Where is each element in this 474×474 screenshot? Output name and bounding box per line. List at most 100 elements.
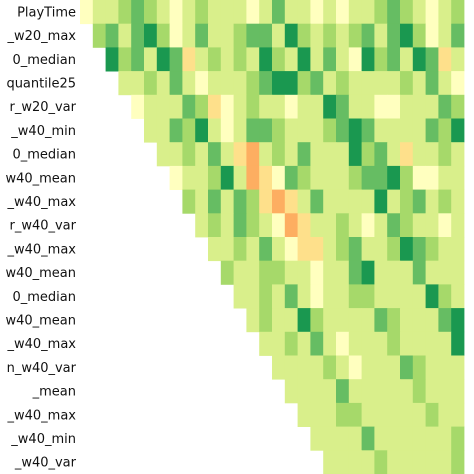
heatmap-cell <box>272 260 286 285</box>
heatmap-cell <box>412 118 426 143</box>
heatmap-cell <box>412 142 426 167</box>
heatmap-cell <box>400 284 414 309</box>
heatmap-cell <box>284 118 298 143</box>
heatmap-cell <box>348 0 362 25</box>
heatmap-cell <box>208 189 222 214</box>
heatmap-cell <box>182 0 196 25</box>
heatmap-cell <box>92 0 106 25</box>
heatmap-cell <box>259 331 273 356</box>
heatmap-cell <box>272 0 286 25</box>
heatmap-cell <box>323 165 337 190</box>
heatmap-cell <box>425 260 439 285</box>
heatmap-cell <box>400 142 414 167</box>
heatmap-cell <box>310 379 324 404</box>
heatmap-cell <box>310 331 324 356</box>
row-label: _w40_max <box>7 195 77 210</box>
heatmap-cell <box>425 402 439 427</box>
heatmap-cell <box>169 47 183 72</box>
row-label: 0_median <box>12 290 76 305</box>
heatmap-cell <box>451 142 465 167</box>
heatmap-cell <box>374 165 388 190</box>
heatmap-cell <box>323 331 337 356</box>
heatmap-cell <box>169 165 183 190</box>
heatmap-cell <box>374 402 388 427</box>
heatmap-cell <box>336 331 350 356</box>
heatmap-cell <box>425 47 439 72</box>
heatmap-cell <box>182 142 196 167</box>
heatmap-cell <box>259 260 273 285</box>
heatmap-cell <box>348 23 362 48</box>
heatmap-cell <box>348 47 362 72</box>
heatmap-cell <box>195 118 209 143</box>
heatmap-cell <box>182 165 196 190</box>
row-label: n_w40_var <box>7 361 77 376</box>
heatmap-cell <box>412 426 426 451</box>
heatmap-cell <box>323 189 337 214</box>
heatmap-cell <box>438 237 452 262</box>
heatmap-cell <box>233 47 247 72</box>
heatmap-cell <box>425 284 439 309</box>
heatmap-cell <box>374 426 388 451</box>
heatmap-cell <box>272 142 286 167</box>
heatmap-cell <box>361 142 375 167</box>
heatmap-cell <box>259 142 273 167</box>
heatmap-cell <box>451 189 465 214</box>
heatmap-cell <box>195 189 209 214</box>
heatmap-cell <box>336 142 350 167</box>
heatmap-cell <box>348 355 362 380</box>
heatmap-cell <box>144 118 158 143</box>
heatmap-cell <box>323 23 337 48</box>
heatmap-cell <box>412 308 426 333</box>
heatmap-cell <box>156 118 170 143</box>
heatmap-cell <box>182 47 196 72</box>
heatmap-cell <box>425 237 439 262</box>
heatmap-cell <box>387 47 401 72</box>
heatmap-cell <box>336 260 350 285</box>
heatmap-cell <box>387 94 401 119</box>
heatmap-cell <box>208 94 222 119</box>
heatmap-cell <box>246 0 260 25</box>
heatmap-cell <box>182 23 196 48</box>
heatmap-cell <box>272 47 286 72</box>
heatmap-cell <box>297 355 311 380</box>
heatmap-cell <box>297 142 311 167</box>
heatmap-cell <box>374 142 388 167</box>
heatmap-cell <box>451 331 465 356</box>
heatmap-cell <box>220 237 234 262</box>
heatmap-cell <box>220 213 234 238</box>
heatmap-cell <box>412 331 426 356</box>
heatmap-cell <box>144 71 158 96</box>
heatmap-cell <box>425 71 439 96</box>
heatmap-cell <box>348 142 362 167</box>
heatmap-cell <box>361 402 375 427</box>
heatmap-cell <box>412 402 426 427</box>
heatmap-cell <box>374 260 388 285</box>
heatmap-cell <box>246 94 260 119</box>
heatmap-cell <box>400 23 414 48</box>
heatmap-cell <box>131 0 145 25</box>
heatmap-cell <box>348 260 362 285</box>
heatmap-cell <box>284 0 298 25</box>
heatmap-cell <box>374 94 388 119</box>
heatmap-cell <box>374 189 388 214</box>
heatmap-cell <box>374 284 388 309</box>
heatmap-cell <box>425 450 439 474</box>
heatmap-cell <box>259 189 273 214</box>
heatmap-cell <box>118 23 132 48</box>
heatmap-cell <box>361 284 375 309</box>
heatmap-cell <box>233 94 247 119</box>
heatmap-cell <box>284 379 298 404</box>
heatmap-cell <box>310 165 324 190</box>
heatmap-cell <box>400 331 414 356</box>
heatmap-cell <box>451 23 465 48</box>
heatmap-cell <box>220 94 234 119</box>
heatmap-cell <box>400 402 414 427</box>
heatmap-cell <box>400 426 414 451</box>
heatmap-cell <box>387 308 401 333</box>
heatmap-cell <box>156 0 170 25</box>
heatmap-cell <box>425 118 439 143</box>
heatmap-cell <box>233 284 247 309</box>
heatmap-cell <box>412 260 426 285</box>
heatmap-cell <box>233 165 247 190</box>
